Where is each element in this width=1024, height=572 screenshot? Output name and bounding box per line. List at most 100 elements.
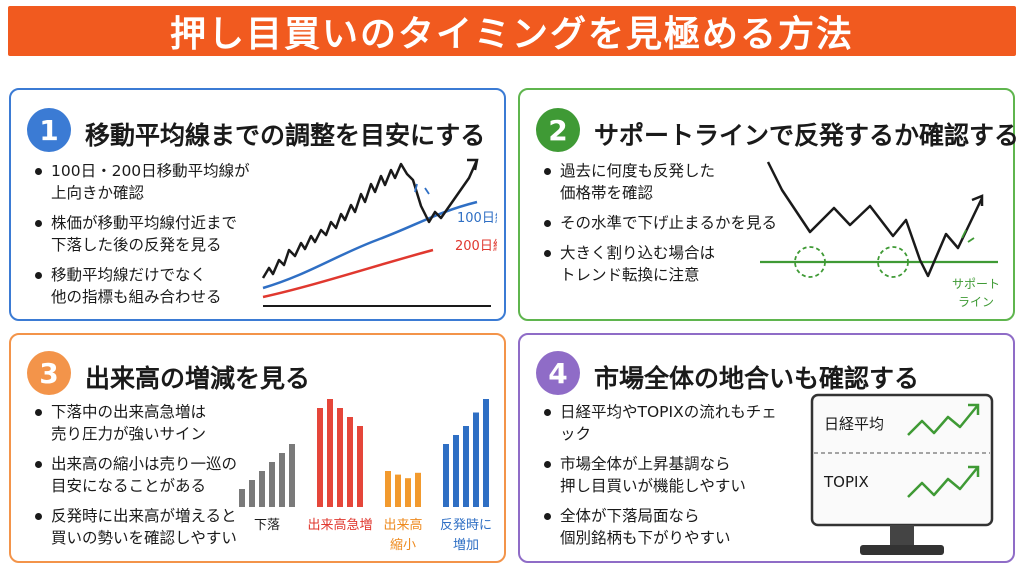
rebound-mark xyxy=(961,229,967,239)
ma100-line xyxy=(262,200,478,290)
volume-bar xyxy=(347,417,353,507)
topix-label: TOPIX xyxy=(823,473,869,491)
bar-group-label: 反発時に xyxy=(440,518,491,533)
bullet-text: 目安になることがある xyxy=(51,477,207,495)
card-title: 移動平均線までの調整を目安にする xyxy=(85,121,486,150)
bullet-text: 売り圧力が強いサイン xyxy=(51,425,207,443)
bullet-text: 過去に何度も反発した xyxy=(560,162,716,180)
bullet-item: 反発時に出来高が増えると 買いの勢いを確認しやすい xyxy=(33,505,281,549)
bullet-item: 移動平均線だけでなく 他の指標も組み合わせる xyxy=(33,264,281,308)
rebound-mark xyxy=(967,237,975,243)
bullet-item: 大きく割り込む場合は トレンド転換に注意 xyxy=(542,242,790,286)
number-badge-3: 3 xyxy=(27,351,71,395)
volume-bar xyxy=(327,399,333,507)
bullet-text: 株価が移動平均線付近まで xyxy=(51,214,238,232)
card-title: 出来高の増減を見る xyxy=(85,364,311,393)
support-label-line2: ライン xyxy=(958,295,994,309)
card-market-sentiment: 4 市場全体の地合いも確認する 日経平均やTOPIXの流れもチェック市場全体が上… xyxy=(518,333,1015,563)
rebound-point-circle xyxy=(794,246,826,278)
ma200-label: 200日線 xyxy=(455,238,497,254)
bullet-text: 下落した後の反発を見る xyxy=(51,236,222,254)
card-support-line: 2 サポートラインで反発するか確認する 過去に何度も反発した 価格帯を確認その水準… xyxy=(518,88,1019,321)
bullet-text: 出来高の縮小は売り一巡の xyxy=(51,455,238,473)
card-title: サポートラインで反発するか確認する xyxy=(594,121,1020,150)
bullet-text: 買いの勢いを確認しやすい xyxy=(51,529,237,547)
number-badge-1: 1 xyxy=(27,108,71,152)
bullet-item: 下落中の出来高急増は 売り圧力が強いサイン xyxy=(33,401,281,445)
bullet-text: 全体が下落局面なら xyxy=(560,507,700,525)
volume-bar xyxy=(239,489,245,507)
bullet-text: 価格帯を確認 xyxy=(560,184,654,202)
volume-bar xyxy=(289,444,295,507)
bullet-item: 過去に何度も反発した 価格帯を確認 xyxy=(542,160,790,204)
volume-bar xyxy=(317,408,323,507)
bullet-text: トレンド転換に注意 xyxy=(560,266,700,284)
bullet-text: 市場全体が上昇基調なら xyxy=(560,455,731,473)
bullet-item: 全体が下落局面なら個別銘柄も下がりやすい xyxy=(542,505,790,549)
ma200-line xyxy=(262,248,434,299)
number-badge-4: 4 xyxy=(536,351,580,395)
price-line xyxy=(766,161,984,278)
bullet-item: 株価が移動平均線付近まで 下落した後の反発を見る xyxy=(33,212,281,256)
bullet-text: 100日・200日移動平均線が xyxy=(51,162,250,180)
volume-bar xyxy=(453,435,459,507)
bullet-item: 出来高の縮小は売り一巡の 目安になることがある xyxy=(33,453,281,497)
page-title: 押し目買いのタイミングを見極める方法 xyxy=(169,14,854,55)
price-line xyxy=(261,159,479,279)
nikkei-label: 日経平均 xyxy=(824,415,884,433)
moving-average-chart: 100日線 200日線 xyxy=(261,158,497,307)
bullet-text: 大きく割り込む場合は xyxy=(560,244,716,262)
bullet-list: 下落中の出来高急増は 売り圧力が強いサイン 出来高の縮小は売り一巡の 目安になることが… xyxy=(33,401,281,557)
card-volume: 3 出来高の増減を見る 下落中の出来高急増は 売り圧力が強いサイン 出来高の縮小は売… xyxy=(9,333,506,563)
volume-bar xyxy=(357,426,363,507)
bar-group-label: 下落 xyxy=(254,518,280,533)
bar-group-label: 出来高 xyxy=(383,517,422,533)
ma100-label: 100日線 xyxy=(457,210,497,226)
bullet-text: 押し目買いが機能しやすい xyxy=(560,477,746,495)
bullet-item: その水準で下げ止まるかを見る xyxy=(542,212,790,234)
volume-bar xyxy=(443,444,449,507)
bullet-text: 下落中の出来高急増は xyxy=(51,403,207,421)
bullet-text: 日経平均やTOPIXの流れもチェック xyxy=(560,403,777,443)
volume-bar xyxy=(249,480,255,507)
nikkei-arrow-head xyxy=(968,403,980,415)
bullet-item: 日経平均やTOPIXの流れもチェック xyxy=(542,401,790,445)
bar-group-label: 縮小 xyxy=(390,537,416,553)
card-moving-average: 1 移動平均線までの調整を目安にする 100日・200日移動平均線が 上向きか確認… xyxy=(9,88,506,321)
arrow-head xyxy=(971,194,984,206)
bar-group-label: 出来高急増 xyxy=(307,517,372,533)
volume-bar xyxy=(463,426,469,507)
bullet-list: 日経平均やTOPIXの流れもチェック市場全体が上昇基調なら 押し目買いが機能しやす… xyxy=(542,401,812,557)
volume-bar xyxy=(395,474,401,507)
volume-bar xyxy=(269,462,275,507)
bullet-text: 反発時に出来高が増えると xyxy=(51,507,237,525)
bullet-item: 100日・200日移動平均線が 上向きか確認 xyxy=(33,160,281,204)
title-banner: 押し目買いのタイミングを見極める方法 xyxy=(8,6,1016,56)
bullet-text: 移動平均線だけでなく xyxy=(51,266,207,284)
rebound-point-circle xyxy=(877,246,909,278)
volume-bar xyxy=(279,453,285,507)
rebound-mark xyxy=(424,187,430,195)
number-badge-2: 2 xyxy=(536,108,580,152)
volume-bar xyxy=(473,412,479,507)
rebound-mark xyxy=(414,183,418,193)
volume-bar xyxy=(385,471,391,507)
bullet-item: 市場全体が上昇基調なら 押し目買いが機能しやすい xyxy=(542,453,790,497)
monitor-base xyxy=(860,545,944,555)
monitor-stand xyxy=(890,525,914,545)
support-line-chart: サポート ライン xyxy=(760,161,1000,309)
nikkei-trend-arrow xyxy=(907,404,979,436)
bullet-text: 個別銘柄も下がりやすい xyxy=(560,529,731,547)
volume-bar xyxy=(415,472,421,507)
bullet-text: 他の指標も組み合わせる xyxy=(51,288,222,306)
bullet-text: その水準で下げ止まるかを見る xyxy=(560,214,778,232)
arrow-head xyxy=(467,158,479,171)
volume-bar xyxy=(405,478,411,507)
monitor-illustration: 日経平均 TOPIX xyxy=(810,393,994,555)
volume-bar xyxy=(337,408,343,507)
card-title: 市場全体の地合いも確認する xyxy=(594,364,920,393)
support-label-line1: サポート xyxy=(952,277,1000,291)
bullet-list: 100日・200日移動平均線が 上向きか確認 株価が移動平均線付近まで 下落した後の反… xyxy=(33,160,281,316)
volume-bar xyxy=(259,471,265,507)
